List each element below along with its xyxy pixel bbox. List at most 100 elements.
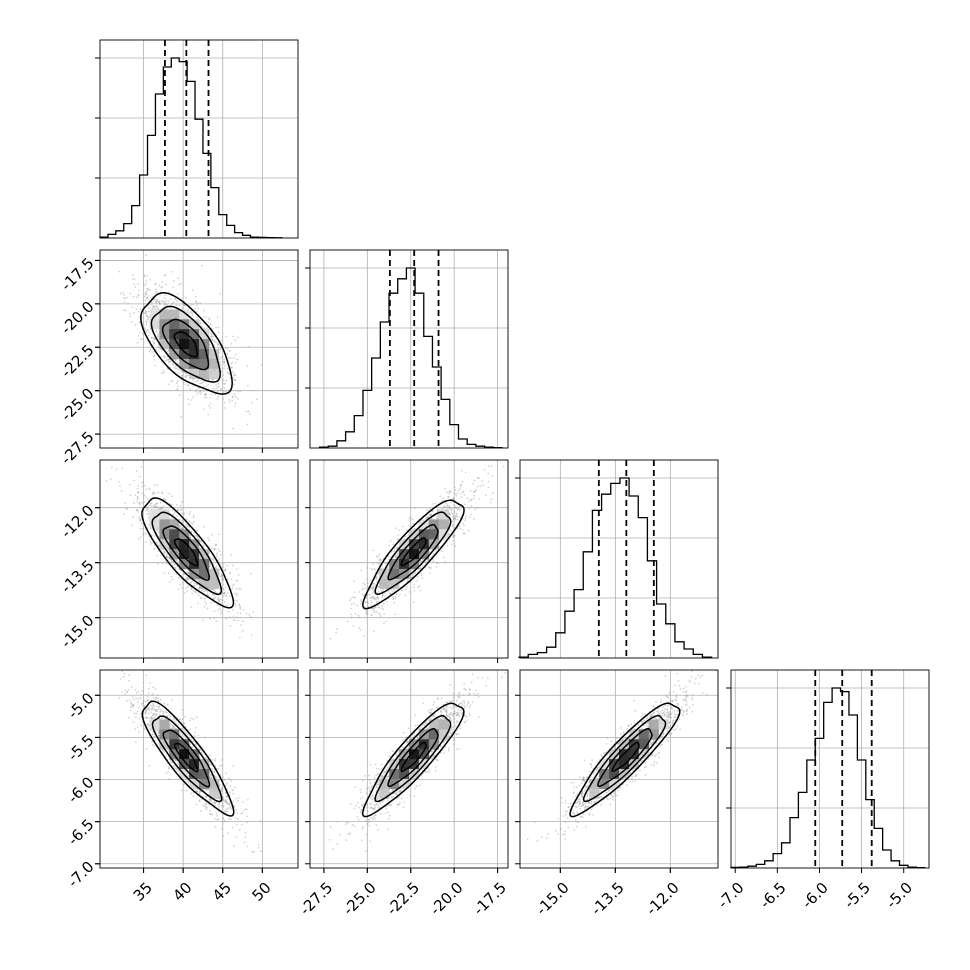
- sample-point: [238, 588, 241, 590]
- histogram-panel: [95, 40, 298, 239]
- sample-point: [375, 576, 378, 579]
- sample-point: [129, 494, 132, 497]
- sample-point: [354, 613, 357, 615]
- sample-point: [212, 597, 215, 600]
- sample-point: [224, 382, 227, 385]
- sample-point: [397, 595, 400, 598]
- sample-point: [378, 563, 380, 566]
- sample-point: [121, 467, 124, 470]
- sample-point: [164, 551, 166, 554]
- density-cell: [409, 539, 420, 550]
- sample-point: [153, 492, 156, 495]
- sample-point: [165, 562, 168, 564]
- sample-point: [454, 489, 457, 491]
- sample-point: [145, 329, 148, 332]
- density-cell: [199, 358, 210, 370]
- sample-point: [207, 536, 209, 539]
- sample-point: [436, 561, 438, 564]
- sample-point: [118, 481, 120, 483]
- sample-point: [450, 501, 452, 504]
- density-cell: [179, 319, 190, 330]
- sample-point: [372, 563, 375, 565]
- sample-point: [362, 587, 365, 590]
- sample-point: [184, 383, 187, 386]
- sample-point: [232, 427, 234, 430]
- sample-point: [395, 547, 398, 550]
- sample-point: [183, 513, 186, 515]
- sample-point: [189, 305, 191, 307]
- sample-point: [141, 527, 144, 530]
- sample-point: [409, 571, 412, 573]
- sample-point: [429, 513, 431, 516]
- sample-point: [393, 547, 396, 550]
- sample-point: [378, 600, 380, 603]
- sample-point: [217, 342, 219, 345]
- sample-point: [452, 534, 455, 537]
- sample-point: [448, 506, 451, 509]
- sample-point: [491, 475, 494, 477]
- sample-point: [441, 507, 443, 510]
- sample-point: [442, 556, 445, 559]
- sample-point: [120, 490, 123, 492]
- sample-point: [136, 487, 139, 490]
- sample-point: [420, 567, 422, 570]
- sample-point: [152, 344, 154, 346]
- sample-point: [143, 494, 146, 497]
- sample-point: [165, 553, 168, 555]
- sample-point: [177, 277, 180, 280]
- sample-point: [145, 509, 148, 512]
- sample-point: [186, 578, 189, 581]
- sample-point: [136, 509, 139, 512]
- sample-point: [432, 510, 434, 512]
- sample-point: [211, 333, 213, 336]
- sample-point: [228, 373, 231, 375]
- sample-point: [200, 540, 203, 543]
- density-cell: [418, 529, 430, 540]
- sample-point: [227, 592, 229, 594]
- sample-point: [235, 579, 238, 582]
- contour-line: [387, 523, 439, 581]
- sample-point: [381, 567, 384, 569]
- sample-point: [210, 347, 212, 350]
- sample-point: [223, 361, 226, 363]
- sample-point: [163, 497, 165, 500]
- density-cell: [189, 349, 200, 360]
- sample-point: [448, 491, 451, 493]
- sample-point: [153, 298, 155, 301]
- sample-point: [186, 586, 188, 589]
- sample-point: [452, 536, 454, 539]
- sample-point: [155, 329, 158, 332]
- sample-point: [150, 543, 153, 545]
- sample-point: [349, 598, 352, 601]
- sample-point: [221, 593, 223, 595]
- sample-point: [186, 384, 189, 386]
- sample-point: [217, 597, 220, 599]
- sample-point: [172, 564, 174, 567]
- sample-point: [203, 408, 205, 410]
- sample-point: [186, 578, 189, 581]
- sample-point: [184, 372, 187, 375]
- sample-point: [153, 351, 155, 353]
- sample-point: [219, 598, 221, 601]
- sample-point: [158, 338, 160, 341]
- sample-point: [228, 398, 230, 401]
- sample-point: [162, 372, 165, 374]
- sample-point: [153, 484, 156, 486]
- sample-point: [123, 301, 126, 304]
- sample-point: [203, 606, 206, 608]
- sample-point: [168, 358, 171, 361]
- sample-point: [372, 585, 375, 588]
- sample-point: [463, 532, 466, 535]
- sample-point: [177, 362, 180, 365]
- sample-point: [220, 388, 222, 390]
- sample-point: [167, 368, 170, 371]
- sample-point: [153, 505, 156, 508]
- sample-point: [397, 546, 399, 549]
- sample-point: [223, 592, 225, 594]
- sample-point: [475, 489, 477, 491]
- sample-point: [210, 547, 213, 550]
- sample-point: [167, 300, 170, 303]
- sample-point: [412, 574, 414, 576]
- sample-point: [205, 385, 207, 388]
- sample-point: [172, 286, 175, 289]
